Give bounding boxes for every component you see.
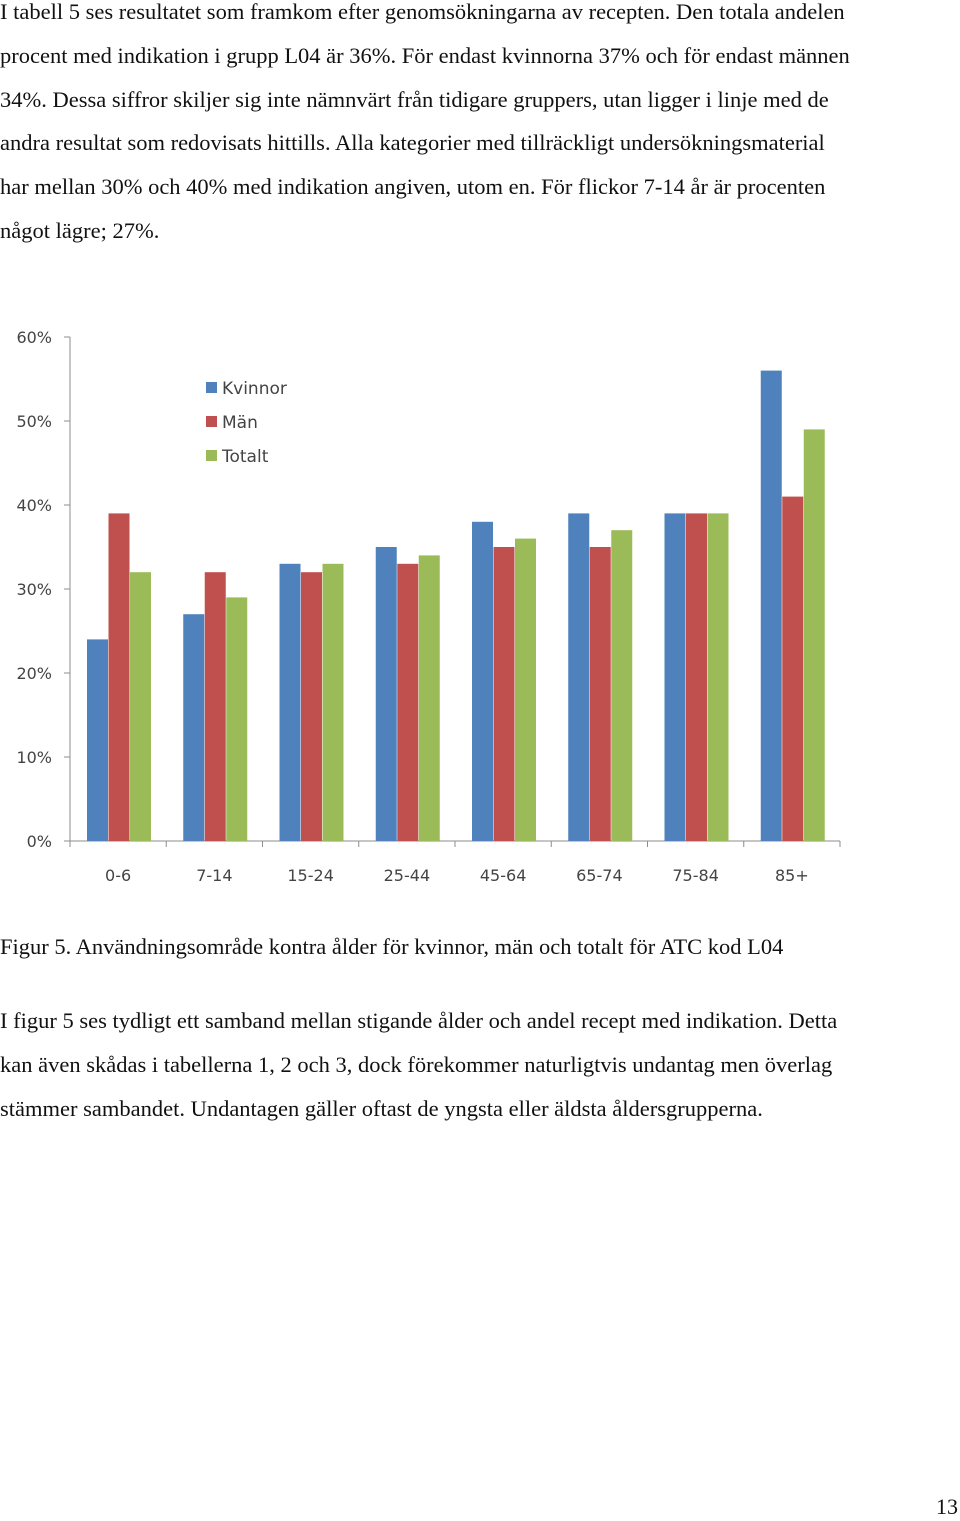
paragraph-discussion: I figur 5 ses tydligt ett samband mellan… bbox=[0, 999, 960, 1130]
x-tick-label: 65-74 bbox=[576, 866, 623, 885]
y-tick-label: 0% bbox=[27, 832, 52, 851]
y-axis: 0% 10% 20% 30% 40% 50% 60% bbox=[16, 328, 71, 851]
x-tick-label: 85+ bbox=[775, 866, 809, 885]
y-tick-label: 40% bbox=[16, 496, 52, 515]
x-tick-label: 7-14 bbox=[196, 866, 232, 885]
bar-totalt bbox=[418, 555, 440, 841]
bar-kvinnor bbox=[472, 521, 493, 841]
bar-kvinnor bbox=[664, 513, 686, 841]
page-number: 13 bbox=[936, 1494, 958, 1519]
bar-kvinnor bbox=[87, 639, 108, 841]
paragraph-line: I figur 5 ses tydligt ett samband mellan… bbox=[0, 1008, 838, 1033]
bar-män bbox=[108, 513, 130, 841]
bar-män bbox=[589, 547, 611, 841]
bar-totalt bbox=[611, 530, 633, 841]
bar-män bbox=[782, 496, 804, 841]
legend-label: Kvinnor bbox=[222, 379, 287, 399]
x-tick-label: 25-44 bbox=[384, 866, 431, 885]
bars bbox=[87, 370, 825, 841]
y-tick-label: 50% bbox=[16, 412, 52, 431]
y-tick-label: 30% bbox=[16, 580, 52, 599]
y-tick-label: 60% bbox=[16, 328, 52, 347]
legend-label: Totalt bbox=[221, 447, 269, 467]
bar-totalt bbox=[130, 572, 151, 841]
paragraph-line: stämmer sambandet. Undantagen gäller oft… bbox=[0, 1095, 763, 1121]
paragraph-line: kan även skådas i tabellerna 1, 2 och 3,… bbox=[0, 1051, 833, 1077]
bar-totalt bbox=[707, 513, 729, 841]
paragraph-line: 34%. Dessa siffror skiljer sig inte nämn… bbox=[0, 86, 829, 112]
bar-totalt bbox=[803, 429, 825, 841]
x-tick-label: 0-6 bbox=[105, 866, 131, 885]
bar-män bbox=[686, 513, 707, 841]
legend-swatch bbox=[206, 382, 217, 393]
bar-män bbox=[204, 572, 226, 841]
bar-kvinnor bbox=[279, 563, 301, 841]
y-tick-label: 10% bbox=[16, 748, 52, 767]
bar-män bbox=[493, 547, 515, 841]
paragraph-line: något lägre; 27%. bbox=[0, 217, 160, 243]
paragraph-line: har mellan 30% och 40% med indikation an… bbox=[0, 174, 826, 200]
y-tick-label: 20% bbox=[16, 664, 52, 683]
bar-män bbox=[301, 572, 322, 841]
x-tick-label: 75-84 bbox=[672, 866, 719, 885]
paragraph-results: I tabell 5 ses resultatet som framkom ef… bbox=[0, 0, 960, 253]
bar-kvinnor bbox=[568, 513, 590, 841]
paragraph-line: andra resultat som redovisats hittills. … bbox=[0, 130, 825, 156]
bar-kvinnor bbox=[760, 370, 782, 841]
paragraph-line: I tabell 5 ses resultatet som framkom ef… bbox=[0, 0, 845, 24]
figure-caption: Figur 5. Användningsområde kontra ålder … bbox=[0, 934, 784, 959]
bar-chart: 0% 10% 20% 30% 40% 50% 60% 0-6 7-14 15-24 25-44 45… bbox=[16, 328, 841, 885]
legend-swatch bbox=[206, 450, 217, 461]
bar-män bbox=[397, 563, 419, 841]
legend-swatch bbox=[206, 416, 217, 427]
bar-totalt bbox=[515, 538, 536, 841]
paragraph-line: procent med indikation i grupp L04 är 36… bbox=[0, 42, 850, 68]
x-tick-label: 15-24 bbox=[287, 866, 334, 885]
bar-totalt bbox=[226, 597, 248, 841]
bar-kvinnor bbox=[183, 614, 205, 841]
x-tick-label: 45-64 bbox=[480, 866, 527, 885]
bar-kvinnor bbox=[375, 547, 397, 841]
legend: Kvinnor Män Totalt bbox=[206, 379, 287, 467]
legend-label: Män bbox=[222, 413, 258, 433]
bar-totalt bbox=[322, 563, 344, 841]
x-axis: 0-6 7-14 15-24 25-44 45-64 65-74 75-84 85+ bbox=[69, 840, 841, 885]
